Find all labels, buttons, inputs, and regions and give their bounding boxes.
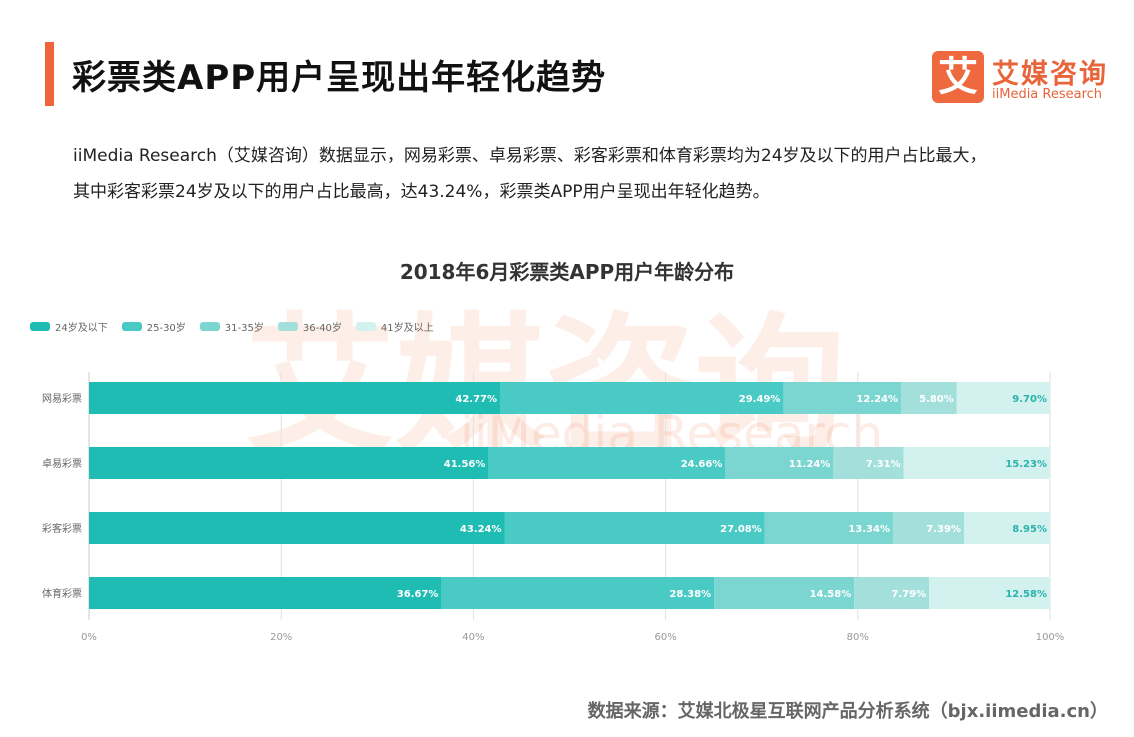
- x-tick-label: 40%: [462, 632, 484, 643]
- legend-label: 31-35岁: [224, 323, 264, 334]
- legend-item[interactable]: 31-35岁: [199, 319, 264, 334]
- legend: 24岁及以下 25-30岁 31-35岁 36-40岁 41岁及以上: [30, 319, 434, 334]
- data-label: 14.58%: [810, 589, 852, 600]
- bar-segment: [764, 512, 893, 544]
- legend-swatch: [355, 322, 376, 331]
- bar-segment: [488, 447, 726, 479]
- legend-swatch: [277, 322, 298, 331]
- bar-segment: [714, 577, 855, 609]
- legend-label: 24岁及以下: [55, 323, 108, 334]
- data-label: 12.58%: [1005, 589, 1047, 600]
- bar-segment: [901, 382, 957, 414]
- data-label: 9.70%: [1012, 394, 1047, 405]
- chart-title: 2018年6月彩票类APP用户年龄分布: [399, 260, 735, 284]
- legend-item[interactable]: 36-40岁: [277, 319, 342, 334]
- data-label: 8.95%: [1012, 524, 1047, 535]
- x-tick-label: 20%: [270, 632, 292, 643]
- logo-text-cn: 艾媒咨询: [992, 59, 1108, 90]
- x-tick-label: 100%: [1036, 632, 1065, 643]
- data-label: 7.31%: [866, 459, 901, 470]
- category-label: 网易彩票: [42, 393, 82, 405]
- data-label: 41.56%: [444, 459, 486, 470]
- category-label: 卓易彩票: [42, 458, 82, 470]
- data-label: 29.49%: [739, 394, 781, 405]
- category-label: 体育彩票: [42, 587, 82, 600]
- data-label: 7.39%: [926, 524, 961, 535]
- bar-segment: [89, 447, 489, 479]
- bar-segment: [504, 512, 765, 544]
- data-label: 43.24%: [460, 524, 502, 535]
- bar-segment: [854, 577, 930, 609]
- x-tick-label: 80%: [847, 632, 869, 643]
- data-label: 5.80%: [919, 394, 954, 405]
- legend-item[interactable]: 24岁及以下: [30, 319, 108, 334]
- bar-segment: [956, 382, 1050, 414]
- bar-segment: [903, 447, 1050, 479]
- legend-label: 36-40岁: [302, 323, 342, 334]
- data-label: 27.08%: [720, 524, 762, 535]
- x-tick-label: 60%: [654, 632, 676, 643]
- category-label: 彩客彩票: [42, 522, 82, 535]
- data-label: 13.34%: [848, 524, 890, 535]
- data-label: 36.67%: [397, 589, 439, 600]
- bar-segment: [929, 577, 1050, 609]
- legend-label: 25-30岁: [146, 323, 186, 334]
- legend-label: 41岁及以上: [380, 323, 434, 334]
- legend-swatch: [121, 322, 142, 331]
- bar-segment: [89, 382, 501, 414]
- bar-segment: [441, 577, 715, 609]
- page-title: 彩票类APP用户呈现出年轻化趋势: [72, 58, 607, 98]
- legend-item[interactable]: 41岁及以上: [355, 319, 434, 334]
- x-tick-label: 0%: [81, 632, 97, 643]
- bar-segment: [725, 447, 834, 479]
- description-line-1: iiMedia Research（艾媒咨询）数据显示，网易彩票、卓易彩票、彩客彩…: [73, 146, 987, 166]
- legend-swatch: [199, 322, 220, 331]
- legend-swatch: [30, 322, 50, 331]
- logo-icon: 艾: [932, 51, 984, 103]
- bar-segment: [89, 512, 505, 544]
- data-label: 15.23%: [1005, 459, 1047, 470]
- data-label: 28.38%: [669, 589, 711, 600]
- bar-segment: [833, 447, 904, 479]
- data-label: 24.66%: [681, 459, 723, 470]
- bar-segment: [783, 382, 902, 414]
- bar-segment: [500, 382, 784, 414]
- data-label: 7.79%: [891, 589, 926, 600]
- data-source: 数据来源：艾媒北极星互联网产品分析系统（bjx.iimedia.cn）: [587, 701, 1108, 722]
- bar-segment: [89, 577, 442, 609]
- description-line-2: 其中彩客彩票24岁及以下的用户占比最高，达43.24%，彩票类APP用户呈现出年…: [73, 182, 770, 202]
- data-label: 11.24%: [789, 459, 831, 470]
- data-label: 12.24%: [856, 394, 898, 405]
- data-label: 42.77%: [455, 394, 497, 405]
- bar-segment: [892, 512, 964, 544]
- logo-text-en: iiMedia Research: [992, 87, 1103, 102]
- title-accent-bar: [45, 42, 54, 106]
- legend-item[interactable]: 25-30岁: [121, 319, 186, 334]
- bar-segment: [963, 512, 1050, 544]
